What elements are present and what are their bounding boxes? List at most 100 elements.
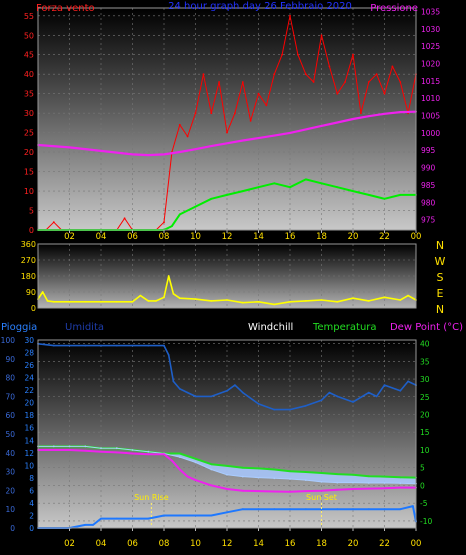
series-umidita-point xyxy=(178,388,181,390)
series-pioggia-point xyxy=(399,508,402,511)
series-wind-direction-point xyxy=(163,296,165,299)
series-wind-direction-point xyxy=(383,296,386,299)
wind-speed-tick-label: 50 xyxy=(24,31,34,40)
series-umidita-point xyxy=(100,344,102,347)
series-dew-point-point xyxy=(367,487,370,490)
series-umidita-point xyxy=(367,391,370,394)
pressure-tick-label: 980 xyxy=(421,198,436,207)
series-umidita-point xyxy=(194,395,197,398)
series-forza-vento-point xyxy=(344,81,346,83)
wind-panel-x-tick-label: 00 xyxy=(411,232,422,242)
series-pioggia-point xyxy=(226,511,228,514)
series-windchill-point xyxy=(304,479,307,481)
series-pressione-point xyxy=(147,154,150,157)
series-forza-vento-point xyxy=(52,221,55,224)
rain-tick-label: 18 xyxy=(24,411,34,420)
series-windchill-point xyxy=(84,445,87,448)
series-wind-direction-point xyxy=(68,300,71,303)
temperature-panel-x-tick-label: 18 xyxy=(316,539,327,549)
wind-panel-x-tick-label: 08 xyxy=(159,232,170,242)
series-temperatura-point xyxy=(273,468,276,471)
series-pioggia-point xyxy=(84,524,87,526)
series-dew-point-point xyxy=(68,449,71,451)
wind-panel-x-tick-label: 14 xyxy=(253,232,264,242)
series-forza-vento-point xyxy=(399,81,402,83)
series-umidita-point xyxy=(304,404,307,407)
series-wind-speed-avg-point xyxy=(241,190,244,193)
series-pioggia-point xyxy=(194,514,197,517)
series-windchill-point xyxy=(178,456,181,458)
temperature-panel-x-tick-label: 04 xyxy=(96,539,107,549)
pressure-tick-label: 1015 xyxy=(421,77,440,86)
sun-marker-label: Sun Rise xyxy=(134,493,169,502)
series-forza-vento-point xyxy=(383,92,386,95)
series-temperatura-point xyxy=(210,463,213,466)
series-dew-point-point xyxy=(84,449,87,452)
direction-tick-label: 360 xyxy=(21,240,36,249)
series-wind-direction-point xyxy=(304,300,307,302)
series-dew-point-point xyxy=(273,490,276,493)
series-pioggia-point xyxy=(352,508,354,511)
direction-tick-label: 180 xyxy=(21,272,36,281)
series-wind-speed-avg-point xyxy=(367,194,370,196)
series-umidita-point xyxy=(375,395,378,398)
series-wind-direction-point xyxy=(407,294,409,297)
series-wind-direction-point xyxy=(289,300,291,303)
series-pioggia-point xyxy=(273,508,276,511)
series-windchill-point xyxy=(194,461,197,464)
series-dew-point-point xyxy=(289,490,291,493)
series-wind-direction-point xyxy=(241,301,244,304)
compass-label: N xyxy=(436,239,444,252)
series-pressione-point xyxy=(210,145,213,148)
series-forza-vento-point xyxy=(312,81,315,83)
direction-panel-frame xyxy=(37,243,417,309)
wind-speed-tick-label: 0 xyxy=(29,226,34,235)
series-dew-point-point xyxy=(336,488,339,491)
windchill-title: Windchill xyxy=(248,322,293,333)
series-pioggia-point xyxy=(304,508,307,511)
sun-marker-label: Sun Set xyxy=(306,493,337,502)
compass-label: S xyxy=(437,271,444,284)
series-pressione-point xyxy=(257,137,260,140)
pressure-tick-label: 1035 xyxy=(421,7,440,16)
series-dew-point-point xyxy=(399,486,402,489)
rain-tick-label: 12 xyxy=(24,449,34,458)
series-temperatura-point xyxy=(336,473,339,475)
direction-tick-label: 90 xyxy=(26,288,36,297)
series-pressione-point xyxy=(241,139,244,142)
humidity-tick-label: 0 xyxy=(10,524,15,533)
humidity-tick-label: 60 xyxy=(5,411,15,420)
series-temperatura-point xyxy=(399,476,402,479)
series-wind-direction-point xyxy=(167,275,170,277)
wind-speed-title: Forza vento xyxy=(36,3,95,14)
temperature-panel-x-tick-label: 00 xyxy=(411,539,422,549)
series-pioggia-point xyxy=(241,508,244,511)
temperature-tick-label: 20 xyxy=(420,410,430,419)
dewpoint-title: Dew Point (°C) xyxy=(390,322,463,333)
series-temperatura-point xyxy=(257,467,260,470)
series-forza-vento-point xyxy=(336,92,339,95)
wind-speed-tick-label: 5 xyxy=(29,207,34,216)
series-windchill-point xyxy=(147,450,150,453)
series-pioggia-point xyxy=(178,514,181,517)
series-temperatura-point xyxy=(289,470,291,473)
series-umidita-point xyxy=(336,395,339,398)
series-umidita-point xyxy=(167,354,170,356)
series-windchill-point xyxy=(52,445,55,448)
series-wind-direction-point xyxy=(178,297,181,300)
series-forza-vento-point xyxy=(304,73,307,76)
series-wind-speed-avg-point xyxy=(194,205,197,208)
series-umidita-point xyxy=(226,389,228,392)
chart-date-title: 24 hour graph day 26 Febbraio 2020 xyxy=(168,1,352,12)
series-forza-vento-point xyxy=(194,112,197,115)
temperature-panel-x-tick-label: 16 xyxy=(285,539,296,549)
series-pioggia-point xyxy=(257,508,260,511)
humidity-tick-label: 90 xyxy=(5,355,15,364)
series-wind-direction-point xyxy=(131,300,134,303)
series-wind-speed-avg-point xyxy=(352,190,354,193)
temperature-tick-label: 25 xyxy=(420,393,430,402)
rain-tick-label: 16 xyxy=(24,424,34,433)
series-temperatura-point xyxy=(178,452,181,455)
pressure-tick-label: 990 xyxy=(421,164,436,173)
humidity-tick-label: 80 xyxy=(5,374,15,383)
